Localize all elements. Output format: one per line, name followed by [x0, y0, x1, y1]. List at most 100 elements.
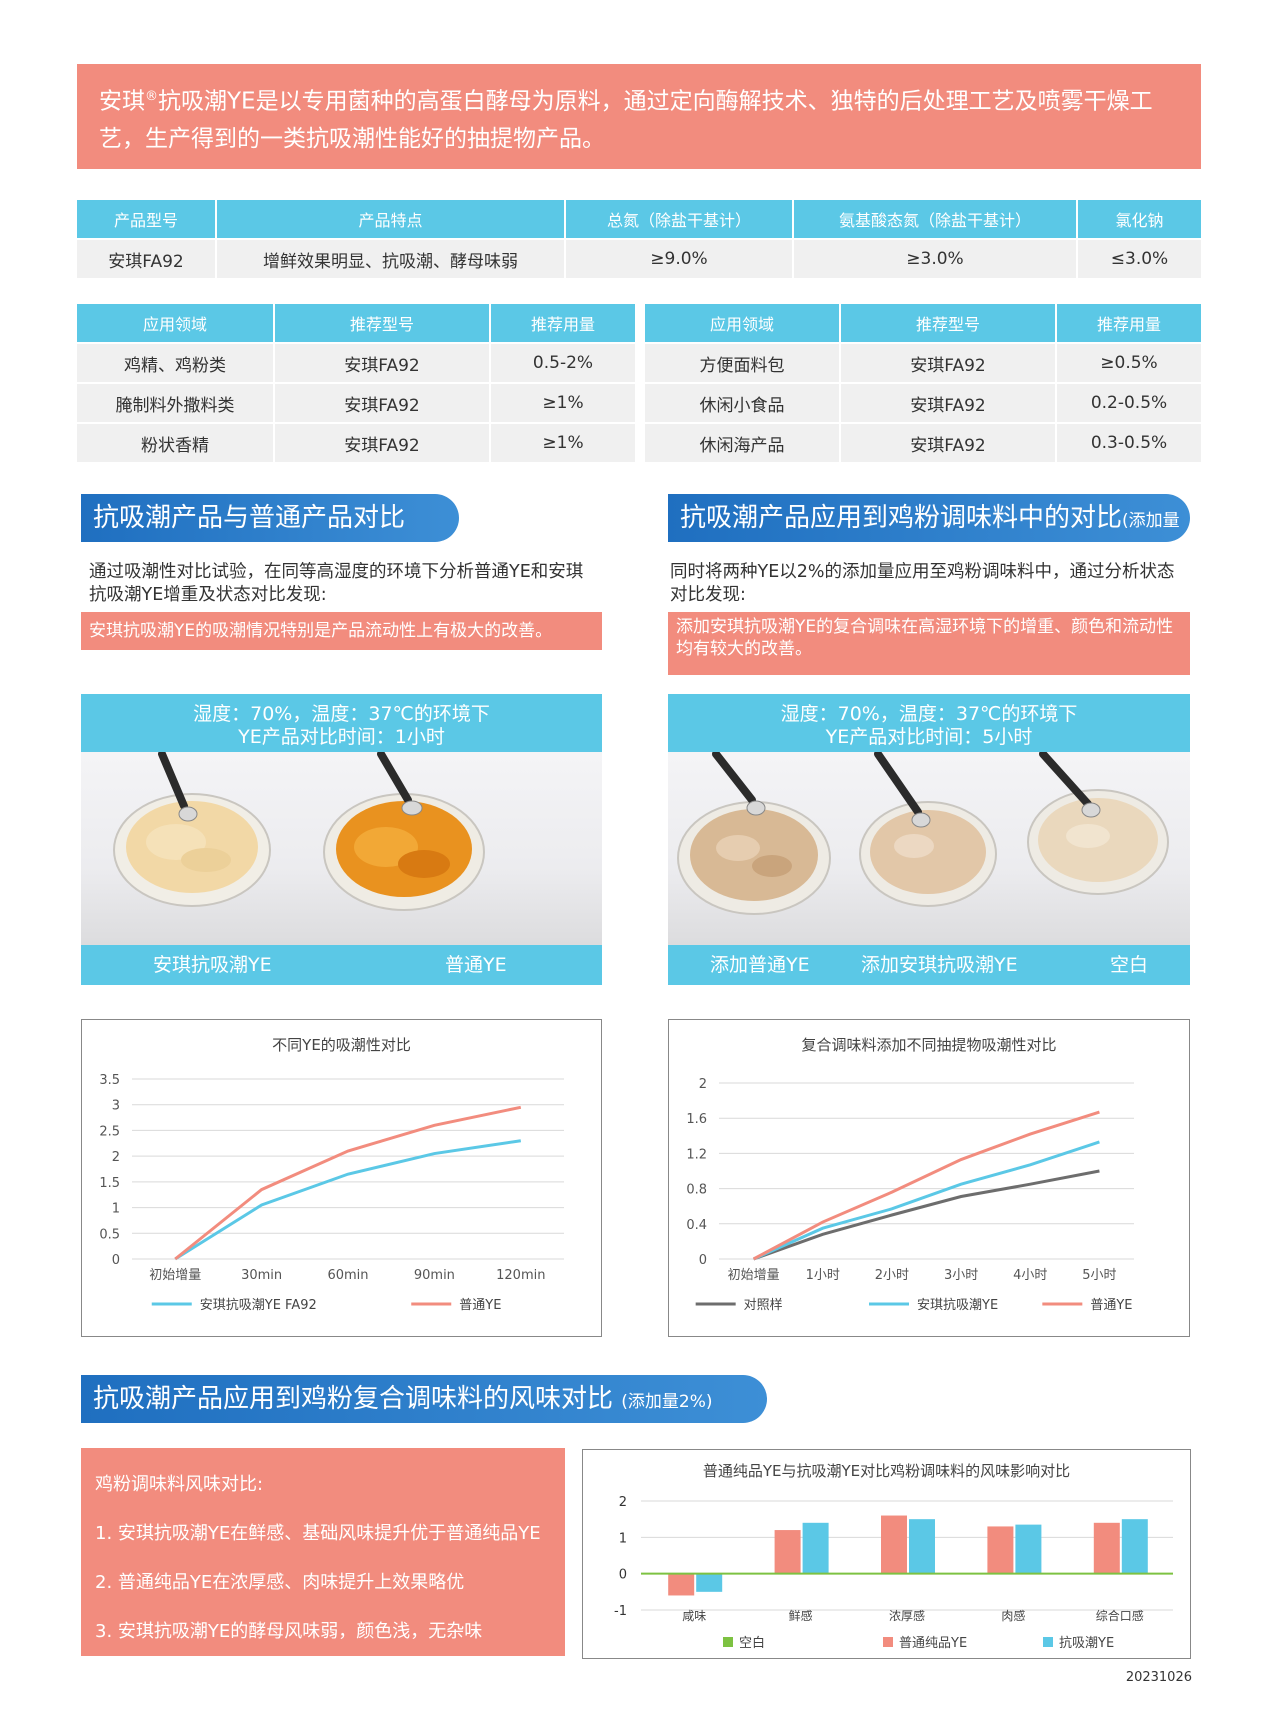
series-line	[753, 1169, 1100, 1261]
photo-caption-line-1: 湿度：70%，温度：37℃的环境下	[780, 703, 1078, 725]
x-tick-label: 2小时	[875, 1268, 909, 1283]
y-tick-label: 0	[112, 1253, 120, 1268]
bar	[1121, 1519, 1148, 1574]
x-tick-label: 浓厚感	[889, 1608, 925, 1623]
table-header: 应用领域	[77, 304, 273, 342]
comparison-photo-right	[668, 752, 1190, 945]
comparison-photo-left	[81, 752, 602, 945]
intro-text: 抗吸潮YE是以专用菌种的高蛋白酵母为原料，通过定向酶解技术、独特的后处理工艺及喷…	[99, 88, 1153, 152]
legend-label: 抗吸潮YE	[1059, 1636, 1114, 1651]
chart-title: 复合调味料添加不同抽提物吸潮性对比	[801, 1036, 1056, 1054]
table-header: 推荐型号	[841, 304, 1055, 342]
table-cell: 安琪FA92	[841, 344, 1055, 382]
x-tick-label: 5小时	[1082, 1268, 1116, 1283]
table-row: 粉状香精 安琪FA92 ≥1%	[77, 424, 635, 462]
chart-title: 普通纯品YE与抗吸潮YE对比鸡粉调味料的风味影响对比	[703, 1462, 1070, 1480]
y-tick-label: 0	[699, 1253, 707, 1268]
photo-label-ordinary-ye-added: 添加普通YE	[710, 954, 810, 976]
photo-label-anti-moisture-ye-added: 添加安琪抗吸潮YE	[861, 954, 1018, 976]
x-tick-label: 初始增量	[149, 1268, 201, 1283]
y-tick-label: 0	[619, 1568, 627, 1583]
flavor-item: 3. 安琪抗吸潮YE的酵母风味弱，颜色浅，无杂味	[95, 1621, 483, 1642]
table-cell: ≥9.0%	[566, 240, 792, 278]
table-cell: 鸡精、鸡粉类	[77, 344, 273, 382]
photo-label-blank: 空白	[1110, 954, 1149, 976]
table-cell: 方便面料包	[645, 344, 839, 382]
series-line	[174, 1105, 522, 1261]
intro-brand: 安琪	[99, 88, 145, 115]
y-tick-label: 1.6	[686, 1112, 707, 1127]
x-tick-label: 3小时	[944, 1268, 978, 1283]
petri-dish-photo-left	[113, 752, 485, 911]
x-tick-label: 初始增量	[728, 1268, 780, 1283]
table-cell: 休闲海产品	[645, 424, 839, 462]
bar	[774, 1530, 801, 1574]
table-header: 总氮（除盐干基计）	[566, 200, 792, 238]
y-tick-label: 0.8	[686, 1183, 707, 1198]
app-table-header: 应用领域 推荐型号 推荐用量	[645, 304, 1201, 342]
section-heading-bottom: 抗吸潮产品应用到鸡粉复合调味料的风味对比 (添加量2%)	[81, 1375, 767, 1423]
y-tick-label: 0.5	[99, 1227, 120, 1242]
flavor-summary-box: 鸡粉调味料风味对比: 1. 安琪抗吸潮YE在鲜感、基础风味提升优于普通纯品YE …	[81, 1448, 565, 1656]
photo-caption-top-left: 湿度：70%，温度：37℃的环境下 YE产品对比时间：1小时	[81, 694, 602, 752]
bar	[987, 1526, 1014, 1574]
photo-caption-line-2: YE产品对比时间：1小时	[238, 726, 445, 748]
table-header: 推荐型号	[275, 304, 489, 342]
chart-moisture-seasoning: 复合调味料添加不同抽提物吸潮性对比 0 0.4 0.8 1.2 1.6 2 初始增量 1小时 2小…	[668, 1019, 1190, 1337]
y-tick-label: -1	[614, 1604, 627, 1619]
x-tick-label: 120min	[496, 1268, 545, 1283]
table-cell: 安琪FA92	[275, 384, 489, 422]
photo-caption-top-right: 湿度：70%，温度：37℃的环境下 YE产品对比时间：5小时	[668, 694, 1190, 752]
table-cell: 安琪FA92	[275, 344, 489, 382]
table-cell: 0.5-2%	[491, 344, 635, 382]
photo-label-ordinary-ye: 普通YE	[445, 954, 507, 976]
table-cell: ≥1%	[491, 424, 635, 462]
table-cell: 增鲜效果明显、抗吸潮、酵母味弱	[217, 240, 564, 278]
legend-swatch	[1043, 1637, 1053, 1647]
table-row: 鸡精、鸡粉类 安琪FA92 0.5-2%	[77, 344, 635, 382]
photo-caption-bottom-right: 添加普通YE 添加安琪抗吸潮YE 空白	[668, 945, 1190, 985]
section-title: 抗吸潮产品与普通产品对比	[93, 503, 406, 533]
flavor-item: 2. 普通纯品YE在浓厚感、肉味提升上效果略优	[95, 1572, 465, 1593]
table-cell: 安琪FA92	[841, 384, 1055, 422]
table-row: 方便面料包 安琪FA92 ≥0.5%	[645, 344, 1201, 382]
chart-title: 不同YE的吸潮性对比	[272, 1036, 411, 1054]
bar	[696, 1573, 723, 1592]
table-header: 氨基酸态氮（除盐干基计）	[794, 200, 1076, 238]
y-tick-label: 3	[112, 1099, 120, 1114]
legend-label: 安琪抗吸潮YE	[917, 1298, 998, 1313]
table-header: 推荐用量	[1057, 304, 1201, 342]
x-tick-label: 90min	[414, 1268, 455, 1283]
section-title: 抗吸潮产品应用到鸡粉调味料中的对比	[680, 503, 1123, 533]
y-tick-label: 1.2	[686, 1147, 707, 1162]
intro-banner: 安琪®抗吸潮YE是以专用菌种的高蛋白酵母为原料，通过定向酶解技术、独特的后处理工…	[77, 64, 1201, 169]
line-chart-moisture-ye: 不同YE的吸潮性对比 0 0.5 1 1.5 2 2.5 3 3.5 初始增量 30min 60min…	[99, 1036, 564, 1313]
table-header: 产品特点	[217, 200, 564, 238]
table-cell: 安琪FA92	[77, 240, 215, 278]
legend-label: 普通纯品YE	[899, 1636, 967, 1651]
x-tick-label: 综合口感	[1096, 1608, 1144, 1623]
photo-label-anti-moisture-ye: 安琪抗吸潮YE	[153, 954, 272, 976]
highlight-note-right: 添加安琪抗吸潮YE的复合调味在高湿环境下的增重、颜色和流动性均有较大的改善。	[668, 612, 1190, 675]
y-tick-label: 2	[112, 1150, 120, 1165]
section-title-note: (添加量2%)	[680, 511, 1180, 582]
table-header: 产品型号	[77, 200, 215, 238]
table-cell: 休闲小食品	[645, 384, 839, 422]
photo-caption-line-1: 湿度：70%，温度：37℃的环境下	[193, 703, 490, 725]
section-description-right: 同时将两种YE以2%的添加量应用至鸡粉调味料中，通过分析状态对比发现:	[670, 562, 1175, 605]
application-table-left: 应用领域 推荐型号 推荐用量 鸡精、鸡粉类 安琪FA92 0.5-2% 腌制料外…	[75, 302, 637, 464]
legend-label: 普通YE	[1090, 1298, 1132, 1313]
legend-swatch	[883, 1637, 893, 1647]
table-header: 推荐用量	[491, 304, 635, 342]
photo-caption-bottom-left: 安琪抗吸潮YE 普通YE	[81, 945, 602, 985]
legend-swatch	[723, 1637, 733, 1647]
section-description-left: 通过吸潮性对比试验，在同等高湿度的环境下分析普通YE和安琪抗吸潮YE增重及状态对…	[89, 562, 584, 605]
table-cell: 0.3-0.5%	[1057, 424, 1201, 462]
app-table-header: 应用领域 推荐型号 推荐用量	[77, 304, 635, 342]
x-tick-label: 30min	[241, 1268, 282, 1283]
table-row: 休闲海产品 安琪FA92 0.3-0.5%	[645, 424, 1201, 462]
series-line	[752, 1140, 1100, 1261]
legend-label: 空白	[739, 1635, 765, 1651]
bar	[1015, 1524, 1042, 1574]
x-tick-label: 肉感	[1001, 1608, 1025, 1623]
